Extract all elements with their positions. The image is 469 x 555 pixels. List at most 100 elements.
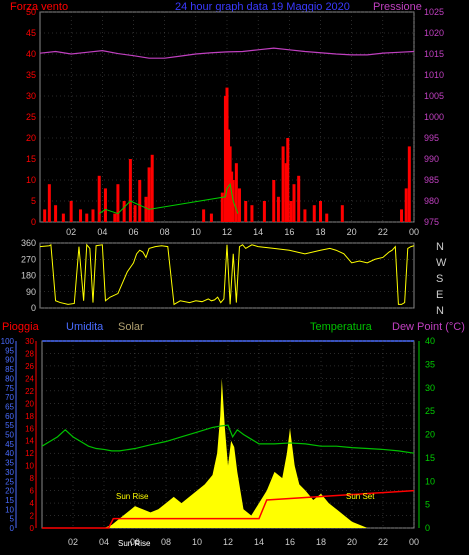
wind-bar <box>209 213 213 222</box>
temperature-panel: 0510152025303540455055606570758085909510… <box>1 336 435 547</box>
wind-tick-label: 15 <box>26 154 36 164</box>
wind-bar <box>122 201 126 222</box>
temperature-label: Temperatura <box>310 321 373 333</box>
wind-x-tick-label: 22 <box>378 227 388 237</box>
pressure-tick-label: 1010 <box>424 70 444 80</box>
wind-bar <box>297 175 301 222</box>
temperature-line <box>41 424 415 454</box>
wind-bar <box>230 171 234 222</box>
wind-tick-label: 30 <box>26 91 36 101</box>
humidity-tick-label: 100 <box>1 337 15 346</box>
wind-bar <box>404 188 408 222</box>
rain-tick-label: 2 <box>30 512 35 521</box>
wind-bar <box>292 184 296 222</box>
wind-panel: 0510152025303540455097598098599099510001… <box>26 7 444 237</box>
compass-label: W <box>436 257 447 269</box>
temp-x-tick-label: 06 <box>130 537 140 547</box>
wind-bar <box>284 163 288 222</box>
wind-bar <box>272 180 276 222</box>
wind-bar <box>54 205 58 222</box>
rain-tick-label: 10 <box>25 462 34 471</box>
wind-bar <box>286 138 290 222</box>
wind-x-tick-label: 10 <box>191 227 201 237</box>
wind-x-tick-label: 06 <box>128 227 138 237</box>
compass-label: N <box>436 241 444 253</box>
compass-label: N <box>436 305 444 317</box>
direction-line <box>39 243 415 306</box>
temp-tick-label: 20 <box>425 430 435 440</box>
rain-tick-label: 14 <box>25 437 34 446</box>
temp-tick-label: 40 <box>425 336 435 346</box>
wind-bar <box>85 213 89 222</box>
wind-x-tick-label: 20 <box>347 227 357 237</box>
pressure-tick-label: 980 <box>424 196 439 206</box>
wind-bar <box>234 163 238 222</box>
temp-tick-label: 25 <box>425 406 435 416</box>
wind-bar <box>400 209 404 222</box>
temp-tick-label: 35 <box>425 359 435 369</box>
wind-tick-label: 10 <box>26 175 36 185</box>
rain-tick-label: 8 <box>30 474 35 483</box>
humidity-tick-label: 35 <box>5 459 14 468</box>
pressure-tick-label: 1015 <box>424 49 444 59</box>
pressure-line <box>39 47 415 59</box>
temp-tick-label: 0 <box>425 523 430 533</box>
wind-bar <box>319 201 322 222</box>
rain-tick-label: 30 <box>25 337 34 346</box>
wind-bar <box>147 167 151 222</box>
pressure-tick-label: 1005 <box>424 91 444 101</box>
wind-bar <box>202 209 206 222</box>
rain-tick-label: 6 <box>30 487 35 496</box>
sun-rise-label: Sun Rise <box>116 492 149 501</box>
compass-label: S <box>436 273 443 285</box>
wind-bar <box>128 159 132 222</box>
wind-x-tick-label: 00 <box>409 227 419 237</box>
wind-tick-label: 20 <box>26 133 36 143</box>
wind-bar <box>325 213 329 222</box>
wind-bar <box>303 209 307 222</box>
rain-tick-label: 20 <box>25 399 34 408</box>
direction-tick-label: 90 <box>26 287 36 297</box>
humidity-tick-label: 40 <box>5 449 14 458</box>
wind-x-tick-label: 08 <box>160 227 170 237</box>
temp-x-tick-label: 10 <box>192 537 202 547</box>
humidity-tick-label: 50 <box>5 431 14 440</box>
humidity-tick-label: 90 <box>5 356 14 365</box>
solar-area <box>42 378 368 528</box>
wind-x-tick-label: 04 <box>97 227 107 237</box>
wind-bar <box>289 201 293 222</box>
pressure-tick-label: 975 <box>424 217 439 227</box>
wind-bar <box>43 209 47 222</box>
humidity-tick-label: 60 <box>5 412 14 421</box>
temp-tick-label: 10 <box>425 476 435 486</box>
direction-tick-label: 360 <box>21 238 36 248</box>
rain-tick-label: 18 <box>25 412 34 421</box>
humidity-tick-label: 15 <box>5 496 14 505</box>
humidity-tick-label: 30 <box>5 468 14 477</box>
wind-x-tick-label: 16 <box>284 227 294 237</box>
gust-line <box>98 182 239 215</box>
wind-bar <box>340 205 344 222</box>
rain-line <box>42 489 415 529</box>
pressure-tick-label: 995 <box>424 133 439 143</box>
temp-tick-label: 5 <box>425 500 430 510</box>
wind-bar <box>79 209 83 222</box>
humidity-tick-label: 95 <box>5 346 14 355</box>
wind-tick-label: 25 <box>26 112 36 122</box>
wind-bar <box>150 154 154 222</box>
rain-tick-label: 28 <box>25 349 34 358</box>
wind-bar <box>227 129 231 222</box>
pressure-tick-label: 985 <box>424 175 439 185</box>
rain-tick-label: 0 <box>30 524 35 533</box>
humidity-tick-label: 55 <box>5 421 14 430</box>
wind-bar <box>116 184 120 222</box>
wind-tick-label: 5 <box>31 196 36 206</box>
wind-bar <box>69 201 73 222</box>
humidity-tick-label: 10 <box>5 505 14 514</box>
rain-tick-label: 24 <box>25 374 34 383</box>
wind-bar <box>276 196 280 222</box>
wind-tick-label: 50 <box>26 7 36 17</box>
wind-bar <box>250 205 254 222</box>
